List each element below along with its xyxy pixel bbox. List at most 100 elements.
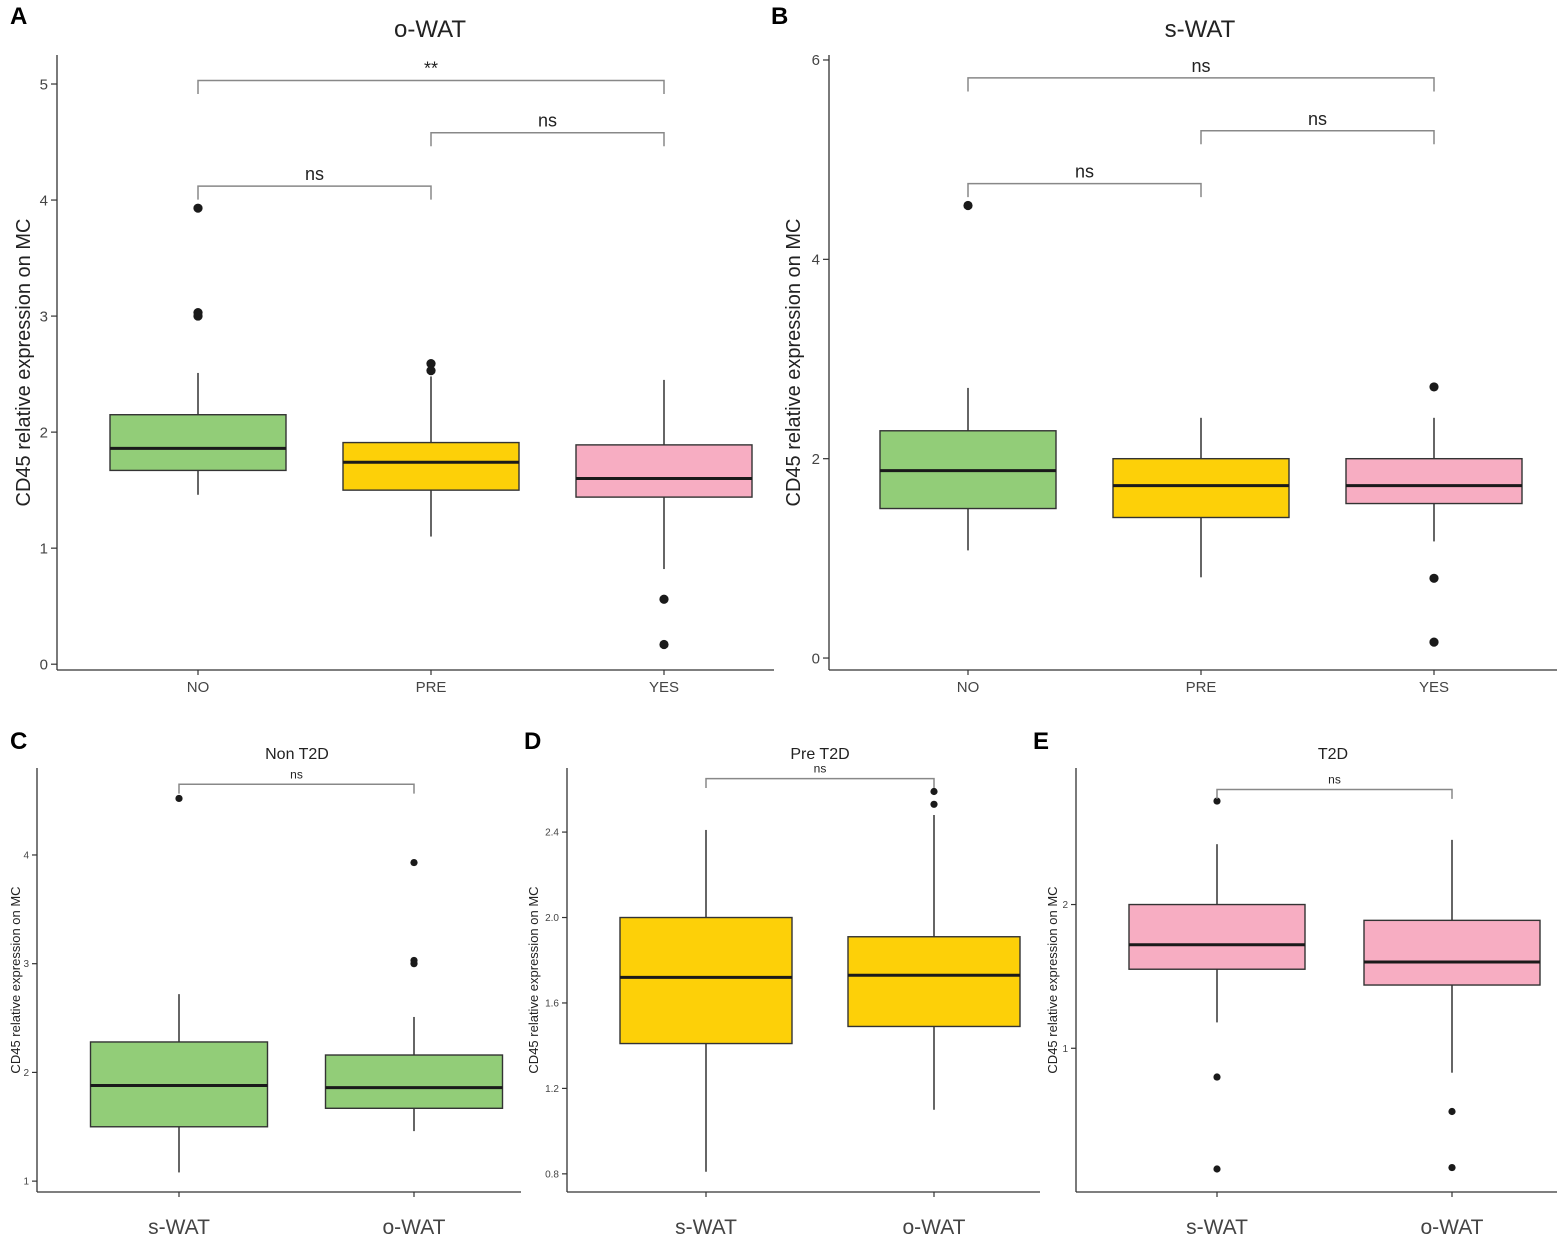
outlier-point [193,311,203,321]
panel-c: C Non T2D 1 2 3 4 CD45 relative expression on … [8,728,521,1239]
box-s-wat [619,829,793,1172]
outlier-point [410,858,418,867]
outlier-point [1213,797,1221,805]
comparison-bracket: ns [967,162,1202,198]
iqr-box [109,414,287,472]
significance-label: ns [814,762,827,776]
y-tick-label: 0.8 [545,1169,559,1180]
outlier-point [659,594,669,604]
y-tick-label: 4 [23,850,29,861]
y-axis-label: CD45 relative expression on MC [783,219,805,507]
outlier-point [1213,1165,1221,1173]
significance-label: ** [424,59,438,79]
box-o-wat [1363,839,1541,1172]
box-pre [1112,417,1290,578]
outlier-point [659,639,669,650]
y-tick-label: 2 [40,424,48,441]
y-tick-label: 0 [812,650,820,667]
x-tick-label: o-WAT [383,1216,446,1239]
y-tick-label: 2.0 [545,913,559,924]
y-tick-label: 1.2 [545,1084,559,1095]
iqr-box [342,441,520,491]
box-yes [1345,382,1523,647]
outlier-point [930,800,938,808]
iqr-box [1112,457,1290,519]
significance-label: ns [1328,773,1341,787]
x-tick-label: YES [1419,679,1449,696]
outlier-point [1429,637,1439,647]
panel-title: o-WAT [394,16,466,43]
box-s-wat [89,794,269,1173]
bracket-line [1200,130,1435,145]
panel-label: E [1033,728,1049,755]
significance-label: ns [305,164,324,184]
comparison-bracket: ns [705,762,935,789]
panel-title: Non T2D [265,746,329,763]
outlier-point [426,366,436,376]
panel-label: C [10,728,27,755]
comparison-bracket: ns [430,111,665,147]
x-tick-label: o-WAT [1421,1216,1484,1239]
significance-label: ns [538,111,557,131]
iqr-box [1128,903,1306,970]
comparison-bracket: ns [197,164,432,200]
y-tick-label: 1 [1062,1044,1068,1055]
iqr-box [324,1054,504,1109]
y-tick-label: 2 [23,1068,29,1079]
y-tick-label: 2 [812,451,820,468]
y-tick-label: 1 [23,1177,29,1188]
box-no [109,203,287,495]
box-yes [575,379,753,650]
x-tick-label: s-WAT [1186,1216,1248,1239]
comparison-bracket: ns [967,56,1435,92]
outlier-point [1429,573,1439,583]
y-tick-label: 3 [40,308,48,325]
outlier-point [426,359,436,369]
x-tick-label: o-WAT [903,1216,966,1239]
panel-title: Pre T2D [790,746,849,763]
panel-d: D Pre T2D 0.8 1.2 1.6 2.0 2.4 CD45 relative exp… [524,728,1040,1239]
box-o-wat [847,787,1021,1110]
y-tick-label: 1.6 [545,998,559,1009]
y-axis-label: CD45 relative expression on MC [13,219,35,507]
outlier-point [930,787,938,796]
y-tick-label: 3 [23,959,29,970]
bracket-line [705,777,935,789]
bracket-line [967,77,1435,92]
iqr-box [1345,457,1523,505]
x-tick-label: NO [957,679,980,696]
significance-label: ns [1075,162,1094,182]
outlier-point [175,794,183,803]
panel-label: B [771,3,788,30]
bracket-line [178,783,415,794]
panel-title: T2D [1318,746,1348,763]
significance-label: ns [1308,109,1327,129]
outlier-point [410,960,418,968]
comparison-bracket: ** [197,59,665,95]
y-tick-label: 4 [40,192,48,209]
comparison-bracket: ns [1200,109,1435,145]
bracket-line [430,131,665,147]
box-no [879,200,1057,551]
x-tick-label: PRE [1186,679,1217,696]
significance-label: ns [290,767,303,781]
panel-label: A [10,3,27,30]
box-o-wat [324,858,504,1132]
bracket-line [197,185,432,200]
iqr-box [1363,919,1541,986]
x-tick-label: YES [649,679,679,696]
y-tick-label: 5 [40,76,48,93]
iqr-box [575,444,753,498]
bracket-line [197,79,665,95]
outlier-point [963,200,973,211]
box-pre [342,359,520,537]
box-s-wat [1128,797,1306,1173]
y-tick-label: 1 [40,540,48,557]
x-tick-label: NO [187,679,210,696]
y-tick-label: 0 [40,656,48,673]
y-tick-label: 4 [812,252,820,269]
bracket-line [967,182,1202,198]
